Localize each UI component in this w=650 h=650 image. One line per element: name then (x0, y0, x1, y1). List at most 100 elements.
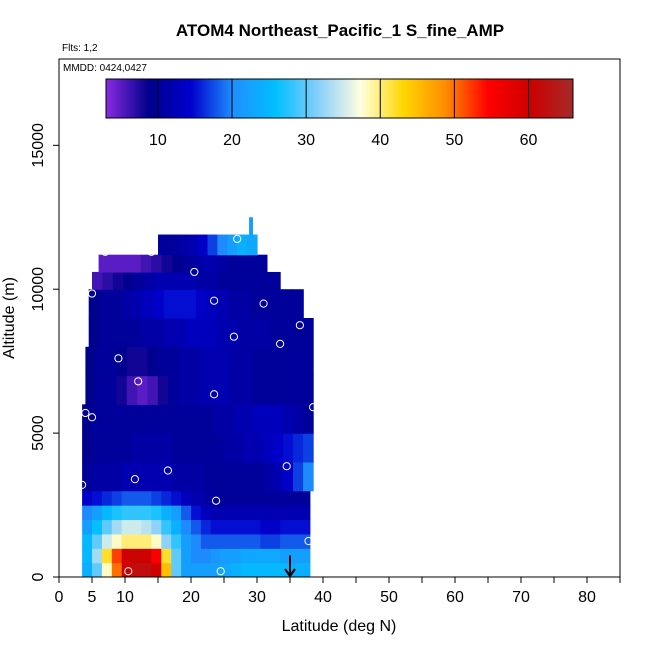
heatmap-cell (260, 490, 271, 506)
x-tick-label: 0 (55, 589, 64, 606)
heatmap-cell (82, 433, 93, 463)
heatmap-cell (172, 433, 184, 463)
heatmap-cell (220, 533, 232, 549)
heatmap-cell (230, 562, 242, 577)
heatmap-cell (101, 562, 113, 577)
sample-point (210, 390, 219, 399)
sample-point (124, 567, 133, 576)
x-axis-label: Latitude (deg N) (282, 618, 397, 635)
heatmap-cell (242, 461, 254, 492)
colorbar-tick-label: 50 (445, 132, 463, 149)
heatmap-cell (171, 562, 182, 577)
heatmap-cell (210, 519, 222, 535)
heatmap-cell (282, 433, 294, 463)
colorbar-tick-label: 40 (371, 132, 389, 149)
heatmap-cell (112, 461, 123, 492)
colorbar-tick-label: 60 (520, 132, 538, 149)
heatmap-cell (162, 433, 174, 463)
heatmap-cell (196, 271, 208, 290)
heatmap-cell (122, 433, 133, 463)
heatmap-cell (252, 433, 264, 463)
heatmap-cell (92, 505, 103, 521)
heatmap-cell (151, 254, 163, 273)
heatmap-cell (182, 461, 194, 492)
heatmap-cell (158, 234, 169, 256)
heatmap-cell (195, 289, 208, 319)
heatmap-cell (260, 548, 271, 564)
heatmap-cell (137, 375, 149, 405)
heatmap-cell (85, 346, 97, 377)
heatmap-cell (95, 375, 107, 405)
heatmap-cell (240, 533, 251, 549)
heatmap-cell (151, 548, 162, 564)
heatmap-cell (181, 562, 192, 577)
heatmap-cell (281, 289, 294, 319)
y-axis-label: Altitude (m) (1, 277, 18, 359)
heatmap-cell (132, 404, 143, 434)
heatmap-cell (302, 346, 314, 377)
sample-point (87, 413, 97, 422)
heatmap-cell (161, 254, 173, 273)
heatmap-cell (282, 346, 293, 377)
heatmap-cell (235, 254, 247, 273)
heatmap-cell (250, 519, 261, 535)
heatmap-cell (222, 461, 234, 492)
heatmap-cell (141, 519, 152, 535)
heatmap-cell (120, 289, 133, 319)
heatmap-cell (199, 346, 211, 377)
heatmap-cell (219, 346, 231, 377)
heatmap-cell (122, 461, 133, 492)
heatmap-cell (251, 346, 262, 377)
heatmap-cell (88, 318, 100, 348)
heatmap-cell (172, 404, 184, 434)
heatmap-cell (116, 375, 128, 405)
heatmap-cell (101, 548, 113, 564)
sample-point (216, 567, 225, 576)
heatmap-cell (302, 375, 314, 405)
arrow-marker (284, 555, 296, 578)
x-tick-label: 70 (512, 589, 530, 606)
heatmap-cell (154, 271, 166, 290)
heatmap-cell (250, 533, 261, 549)
heatmap-cell (82, 533, 93, 549)
heatmap-cell (250, 548, 261, 564)
heatmap-cell (214, 254, 226, 273)
heatmap-cell (282, 461, 294, 492)
heatmap-cell (280, 548, 291, 564)
sample-point (101, 247, 110, 256)
heatmap-cell (230, 346, 242, 377)
heatmap-cell (217, 289, 229, 319)
plot-frame (58, 58, 621, 578)
heatmap-cell (232, 433, 244, 463)
heatmap-cell (290, 519, 301, 535)
heatmap-cell (242, 433, 254, 463)
heatmap-cell (187, 234, 199, 256)
heatmap-cell (109, 254, 121, 273)
heatmap-cell (163, 318, 175, 348)
heatmap-cell (230, 505, 242, 521)
heatmap-cell (299, 548, 311, 564)
heatmap-cell (161, 548, 172, 564)
heatmap-cell (290, 490, 301, 506)
heatmap-cell (227, 234, 238, 256)
heatmap-cell (200, 519, 212, 535)
heatmap-cell (168, 346, 180, 377)
heatmap-cell (188, 375, 200, 405)
heatmap-cell (262, 404, 274, 434)
heatmap-cell (200, 548, 212, 564)
heatmap-cell (178, 346, 190, 377)
heatmap-cell (238, 318, 250, 348)
heatmap-cell (251, 375, 262, 405)
x-tick-label: 40 (314, 589, 332, 606)
colorbar: 10 20 30 40 50 60 (105, 78, 574, 149)
heatmap-cell (232, 461, 244, 492)
heatmap-cell (151, 533, 162, 549)
heatmap-cell (102, 271, 114, 290)
heatmap-cell (99, 289, 111, 319)
heatmap-cell (101, 519, 113, 535)
heatmap-cell (121, 505, 133, 521)
heatmap-cell (250, 562, 261, 577)
heatmap-cell (200, 505, 212, 521)
x-tick-label: 60 (446, 589, 464, 606)
heatmap-cell (131, 562, 143, 577)
